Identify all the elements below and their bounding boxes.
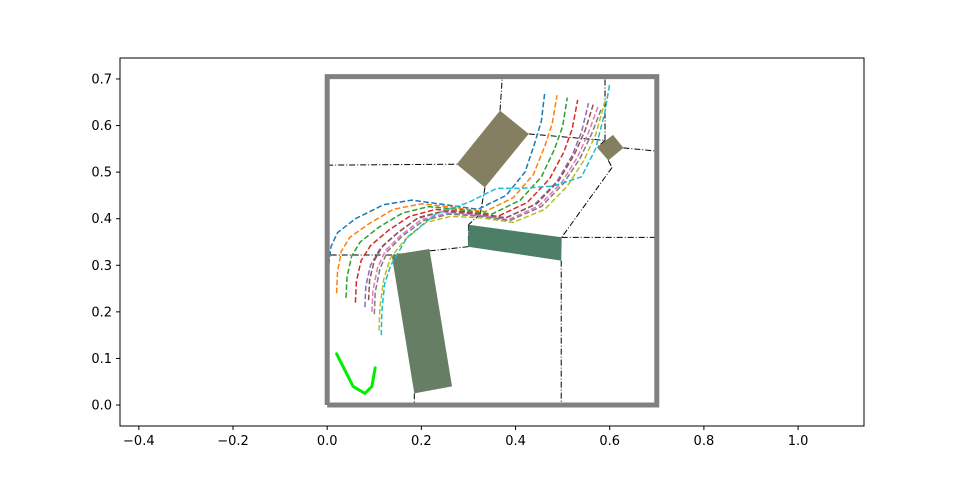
voronoi-edge-5: [623, 147, 657, 152]
x-tick-label-3: 0.2: [411, 434, 432, 449]
y-tick-label-7: 0.7: [91, 72, 112, 87]
y-tick-label-3: 0.3: [91, 259, 112, 274]
x-tick-label-0: −0.4: [123, 434, 155, 449]
path-layer: [335, 352, 377, 395]
x-tick-label-1: −0.2: [217, 434, 249, 449]
obstacle-2: [468, 224, 562, 261]
series-layer: [326, 83, 611, 336]
series-line-7: [373, 107, 603, 315]
voronoi-edge-4: [596, 140, 606, 148]
series-line-3: [354, 99, 579, 303]
voronoi-edge-2: [528, 133, 606, 141]
y-tick-label-2: 0.2: [91, 305, 112, 320]
voronoi-edge-13: [391, 246, 469, 256]
voronoi-edge-1: [499, 76, 503, 111]
workspace-boundary: [324, 74, 660, 408]
obstacles-layer: [391, 110, 624, 394]
x-tick-label-7: 1.0: [788, 434, 809, 449]
obstacle-3: [391, 249, 452, 394]
boundary-layer: [324, 74, 660, 408]
x-tick-label-5: 0.6: [599, 434, 620, 449]
x-tick-label-6: 0.8: [694, 434, 715, 449]
x-tick-label-4: 0.4: [505, 434, 526, 449]
series-line-5: [367, 104, 594, 301]
series-line-2: [345, 97, 569, 298]
y-tick-label-6: 0.6: [91, 119, 112, 134]
x-tick-label-2: 0.0: [317, 434, 338, 449]
y-tick-label-5: 0.5: [91, 166, 112, 181]
voronoi-edge-10: [479, 187, 486, 215]
series-line-8: [378, 97, 607, 331]
series-line-1: [335, 95, 558, 294]
obstacle-1: [597, 134, 624, 161]
y-axis: 0.0 0.1 0.2 0.3 0.4 0.5 0.6 0.7: [91, 72, 120, 414]
obstacle-0: [456, 110, 529, 188]
voronoi-edge-6: [607, 160, 613, 168]
y-tick-label-0: 0.0: [91, 399, 112, 414]
voronoi-edge-7: [561, 167, 613, 238]
y-tick-label-1: 0.1: [91, 352, 112, 367]
series-line-4: [364, 103, 590, 308]
path-line: [335, 352, 377, 395]
x-axis: −0.4 −0.2 0.0 0.2 0.4 0.6 0.8 1.0: [123, 426, 808, 449]
voronoi-edge-0: [327, 163, 457, 166]
series-line-0: [326, 92, 546, 289]
plot-frame: [119, 57, 865, 427]
series-line-6: [371, 106, 599, 312]
y-tick-label-4: 0.4: [91, 212, 112, 227]
